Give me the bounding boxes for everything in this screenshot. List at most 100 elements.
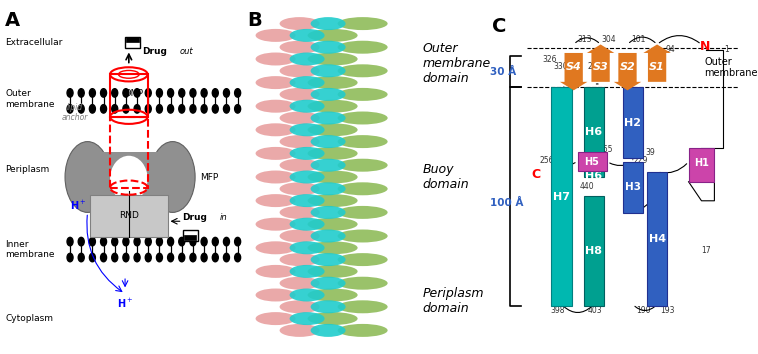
Ellipse shape: [280, 112, 320, 125]
Ellipse shape: [308, 29, 358, 42]
Ellipse shape: [311, 159, 346, 172]
Bar: [578, 152, 607, 171]
Text: 326: 326: [542, 55, 556, 64]
Circle shape: [67, 89, 73, 97]
Ellipse shape: [110, 156, 148, 202]
Ellipse shape: [311, 229, 346, 242]
Text: S1: S1: [649, 62, 665, 73]
Ellipse shape: [311, 182, 346, 195]
Text: 304: 304: [601, 35, 616, 44]
Bar: [623, 162, 643, 213]
Bar: [110, 117, 148, 188]
Circle shape: [156, 237, 162, 246]
Circle shape: [179, 237, 185, 246]
Bar: [127, 37, 139, 42]
Text: H1: H1: [694, 158, 709, 169]
Circle shape: [134, 253, 140, 262]
Ellipse shape: [337, 300, 387, 313]
Text: lipid
anchor: lipid anchor: [62, 103, 88, 122]
Circle shape: [111, 89, 117, 97]
Ellipse shape: [290, 76, 324, 89]
Ellipse shape: [308, 147, 358, 160]
Bar: [184, 235, 196, 240]
Bar: [90, 195, 168, 237]
Text: 79: 79: [647, 62, 656, 71]
Ellipse shape: [337, 229, 387, 242]
Ellipse shape: [337, 277, 387, 290]
Ellipse shape: [290, 218, 324, 231]
Text: 1: 1: [725, 45, 729, 54]
Circle shape: [190, 237, 196, 246]
Ellipse shape: [255, 171, 296, 183]
Ellipse shape: [308, 52, 358, 65]
Text: S2: S2: [619, 62, 635, 73]
FancyArrow shape: [560, 53, 587, 90]
Circle shape: [67, 253, 73, 262]
Text: Cytoplasm: Cytoplasm: [5, 314, 53, 323]
Ellipse shape: [65, 142, 110, 212]
Ellipse shape: [337, 88, 387, 101]
Text: 121: 121: [620, 62, 634, 71]
Ellipse shape: [311, 206, 346, 219]
Text: B: B: [248, 11, 262, 30]
Ellipse shape: [280, 253, 320, 266]
Ellipse shape: [290, 265, 324, 278]
Ellipse shape: [255, 218, 296, 231]
Text: H$^+$: H$^+$: [70, 199, 86, 212]
Text: 403: 403: [588, 306, 603, 315]
Ellipse shape: [311, 300, 346, 313]
Circle shape: [212, 253, 218, 262]
Ellipse shape: [308, 265, 358, 278]
Circle shape: [190, 253, 196, 262]
Circle shape: [78, 237, 84, 246]
Ellipse shape: [255, 76, 296, 89]
Ellipse shape: [280, 182, 320, 195]
Ellipse shape: [311, 112, 346, 125]
Text: S4: S4: [565, 62, 581, 73]
FancyArrow shape: [614, 53, 641, 90]
Ellipse shape: [311, 88, 346, 101]
Bar: [183, 230, 198, 241]
Bar: [647, 172, 667, 306]
Circle shape: [89, 104, 96, 113]
Circle shape: [78, 253, 84, 262]
Circle shape: [101, 253, 107, 262]
Circle shape: [111, 253, 117, 262]
Circle shape: [212, 104, 218, 113]
Circle shape: [111, 104, 117, 113]
Ellipse shape: [337, 253, 387, 266]
Ellipse shape: [280, 324, 320, 337]
Circle shape: [134, 237, 140, 246]
Ellipse shape: [255, 289, 296, 302]
Ellipse shape: [337, 159, 387, 172]
Circle shape: [89, 89, 96, 97]
Circle shape: [78, 104, 84, 113]
Circle shape: [224, 253, 230, 262]
Circle shape: [101, 104, 107, 113]
Circle shape: [224, 237, 230, 246]
Ellipse shape: [280, 229, 320, 242]
Circle shape: [235, 104, 240, 113]
Circle shape: [201, 104, 207, 113]
Text: H5: H5: [584, 157, 599, 167]
Ellipse shape: [280, 159, 320, 172]
Text: N: N: [700, 40, 711, 52]
Bar: [88, 152, 173, 202]
Circle shape: [168, 237, 174, 246]
Circle shape: [168, 253, 174, 262]
Circle shape: [201, 253, 207, 262]
Circle shape: [212, 89, 218, 97]
Ellipse shape: [290, 52, 324, 65]
Text: Periplasm: Periplasm: [5, 165, 49, 175]
Text: 39: 39: [646, 148, 655, 157]
Circle shape: [179, 89, 185, 97]
Ellipse shape: [337, 17, 387, 30]
Ellipse shape: [308, 312, 358, 325]
Text: 229: 229: [634, 156, 648, 165]
Ellipse shape: [150, 142, 195, 212]
Ellipse shape: [290, 29, 324, 42]
Circle shape: [146, 104, 152, 113]
Circle shape: [156, 89, 162, 97]
Ellipse shape: [280, 300, 320, 313]
Circle shape: [224, 89, 230, 97]
